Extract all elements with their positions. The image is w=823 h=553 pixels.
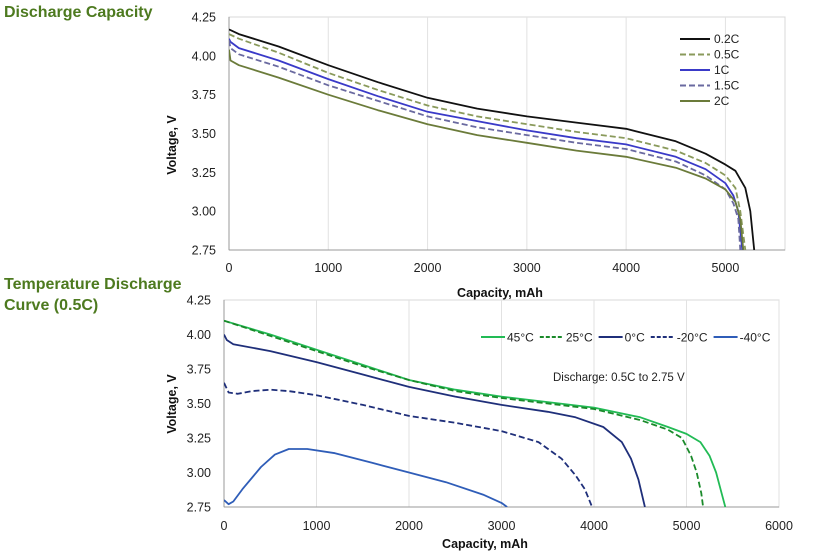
- x-tick-label: 3000: [513, 261, 541, 275]
- legend-label: 0.5C: [714, 48, 740, 62]
- y-tick-label: 4.00: [187, 328, 211, 342]
- x-tick-label: 4000: [580, 519, 608, 533]
- series-line-2C: [229, 49, 745, 250]
- legend-label: 25°C: [566, 331, 593, 345]
- y-tick-label: 2.75: [187, 501, 211, 515]
- y-tick-label: 2.75: [192, 244, 216, 258]
- x-tick-label: 2000: [414, 261, 442, 275]
- x-tick-label: 0: [221, 519, 228, 533]
- chart-title-temperature-discharge: Temperature Discharge Curve (0.5C): [4, 276, 182, 314]
- x-tick-label: 3000: [488, 519, 516, 533]
- series-line-02C: [229, 28, 756, 250]
- x-tick-label: 0: [226, 261, 233, 275]
- legend-label: 1.5C: [714, 79, 740, 93]
- x-tick-label: 5000: [673, 519, 701, 533]
- series-line-25C: [224, 319, 704, 507]
- annotation-note: Discharge: 0.5C to 2.75 V: [553, 372, 685, 384]
- y-tick-label: 4.25: [192, 11, 216, 25]
- legend-label: 1C: [714, 63, 730, 77]
- plot-area: [228, 16, 786, 251]
- y-tick-label: 3.50: [187, 397, 211, 411]
- series-line-05C: [229, 33, 747, 250]
- series-line-45C: [224, 319, 727, 507]
- series-line-40C: [224, 448, 508, 507]
- y-tick-label: 4.25: [187, 294, 211, 308]
- y-tick-label: 3.75: [187, 363, 211, 377]
- chart-1: 0 1000 2000 3000 4000 5000 2.75 3.00 3.25 3.50 3.7…: [165, 11, 786, 300]
- x-tick-label: 1000: [314, 261, 342, 275]
- legend-label: 0°C: [625, 331, 645, 345]
- series-line-1C: [229, 38, 744, 250]
- x-tick-label: 4000: [612, 261, 640, 275]
- y-axis-label: Voltage, V: [165, 374, 179, 434]
- x-tick-label: 2000: [395, 519, 423, 533]
- x-tick-label: 6000: [765, 519, 793, 533]
- legend-label: 0.2C: [714, 32, 740, 46]
- legend-label: 45°C: [507, 331, 534, 345]
- legend: 45°C 25°C 0°C -20°C -40°C: [481, 331, 771, 345]
- x-tick-label: 1000: [303, 519, 331, 533]
- y-axis-label: Voltage, V: [165, 115, 179, 175]
- y-tick-label: 4.00: [192, 49, 216, 63]
- x-axis-label: Capacity, mAh: [442, 537, 528, 551]
- series-line-0C: [224, 334, 646, 507]
- series-line-20C: [224, 382, 593, 507]
- y-tick-label: 3.25: [187, 432, 211, 446]
- chart-title-discharge-capacity: Discharge Capacity: [4, 4, 153, 21]
- legend-label: 2C: [714, 94, 730, 108]
- y-tick-label: 3.50: [192, 127, 216, 141]
- x-axis-label: Capacity, mAh: [457, 286, 543, 300]
- x-tick-label: 5000: [712, 261, 740, 275]
- y-tick-label: 3.00: [192, 205, 216, 219]
- legend-label: -20°C: [677, 331, 708, 345]
- chart-2: 0 1000 2000 3000 4000 5000 6000 2.75 3.00 3.25 3.5…: [165, 294, 793, 552]
- y-tick-label: 3.75: [192, 88, 216, 102]
- y-tick-label: 3.25: [192, 166, 216, 180]
- legend-label: -40°C: [740, 331, 771, 345]
- y-tick-label: 3.00: [187, 466, 211, 480]
- series-line-15C: [229, 40, 742, 250]
